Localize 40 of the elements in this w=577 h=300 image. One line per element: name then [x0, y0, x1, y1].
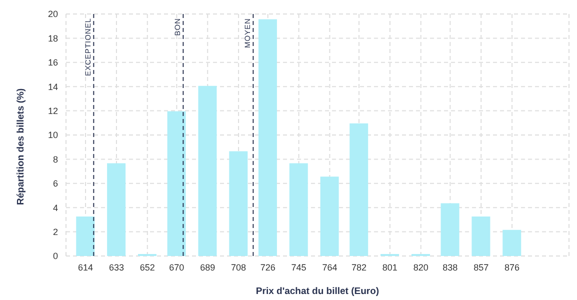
- y-tick-label: 20: [48, 9, 58, 20]
- x-tick-label: 820: [413, 262, 428, 272]
- x-tick-label: 652: [140, 262, 155, 272]
- x-tick-label: 745: [291, 262, 306, 272]
- y-tick-label: 14: [48, 82, 58, 92]
- bar: [502, 230, 522, 256]
- bar: [167, 111, 186, 256]
- y-axis-title: Répartition des billets (%): [15, 88, 26, 205]
- y-tick-label: 16: [48, 58, 58, 68]
- x-tick-label: 801: [382, 262, 398, 272]
- y-tick-label: 8: [52, 154, 58, 164]
- y-tick-label: 0: [52, 251, 58, 262]
- bar: [472, 216, 490, 256]
- x-axis-title: Prix d'achat du billet (Euro): [256, 286, 380, 297]
- x-tick-label: 614: [78, 262, 94, 272]
- bar: [258, 19, 277, 256]
- y-tick-label: 18: [48, 33, 58, 44]
- y-tick-label: 4: [52, 202, 58, 213]
- x-tick-label: 838: [442, 262, 458, 272]
- y-tick-label: 2: [52, 226, 58, 237]
- x-tick-label: 764: [322, 262, 338, 272]
- x-tick-label: 633: [108, 262, 124, 272]
- bar: [229, 151, 248, 256]
- y-tick-label: 10: [48, 130, 58, 140]
- y-tick-label: 6: [52, 178, 58, 189]
- x-tick-label: 726: [260, 262, 276, 272]
- bar: [76, 216, 95, 256]
- x-tick-label: 708: [231, 262, 246, 272]
- bar: [350, 123, 368, 256]
- bar: [198, 86, 217, 256]
- bar: [107, 163, 126, 256]
- x-tick-label: 876: [504, 262, 520, 272]
- x-tick-label: 670: [169, 262, 184, 272]
- bar: [289, 163, 308, 256]
- x-tick-label: 857: [474, 262, 489, 272]
- x-tick-label: 782: [351, 262, 367, 272]
- bar: [440, 203, 460, 256]
- bar: [320, 176, 339, 256]
- y-tick-label: 12: [48, 106, 58, 116]
- x-tick-label: 689: [200, 262, 216, 272]
